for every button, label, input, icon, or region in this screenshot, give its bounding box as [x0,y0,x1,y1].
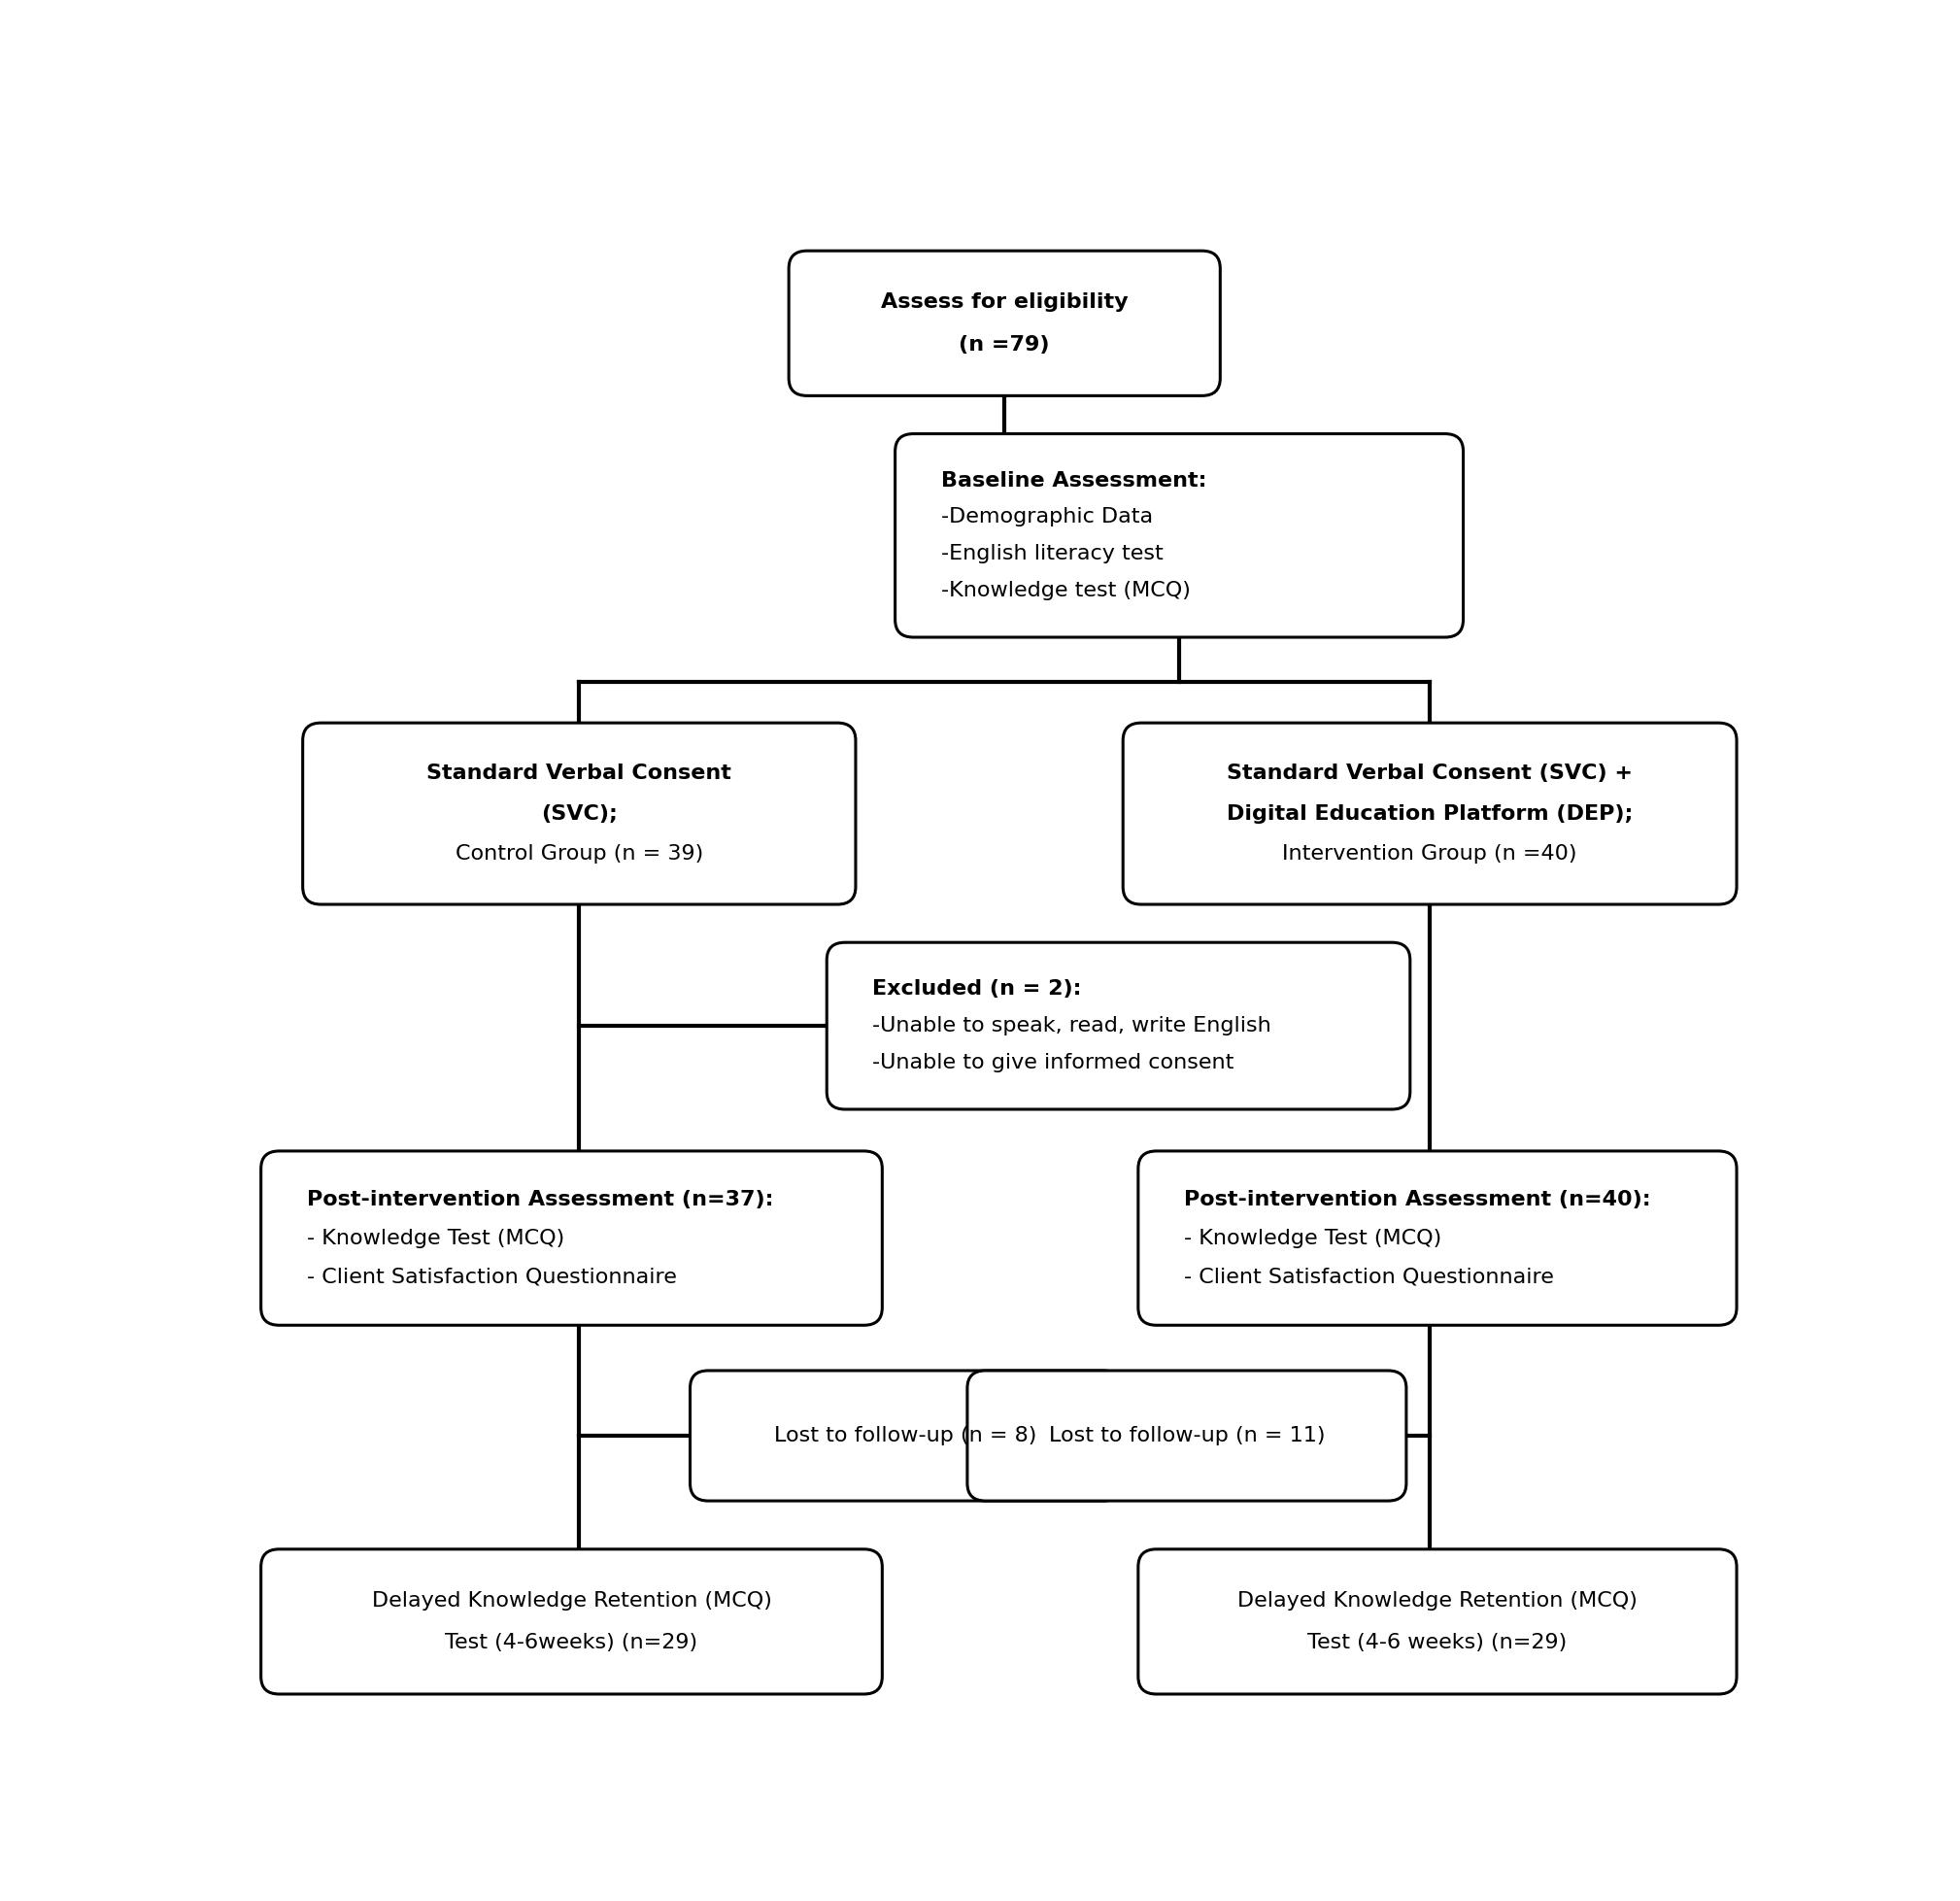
Text: - Knowledge Test (MCQ): - Knowledge Test (MCQ) [1184,1228,1441,1247]
Text: Lost to follow-up (n = 8): Lost to follow-up (n = 8) [774,1426,1037,1445]
FancyBboxPatch shape [827,943,1409,1110]
FancyBboxPatch shape [1139,1549,1737,1694]
Text: -Knowledge test (MCQ): -Knowledge test (MCQ) [941,580,1190,601]
FancyBboxPatch shape [896,433,1464,637]
Text: (n =79): (n =79) [958,335,1051,354]
Text: - Client Satisfaction Questionnaire: - Client Satisfaction Questionnaire [306,1268,676,1287]
Text: Post-intervention Assessment (n=37):: Post-intervention Assessment (n=37): [306,1190,772,1209]
FancyBboxPatch shape [690,1371,1121,1502]
Text: -Demographic Data: -Demographic Data [941,508,1152,527]
Text: Excluded (n = 2):: Excluded (n = 2): [872,979,1082,1000]
Text: Standard Verbal Consent (SVC) +: Standard Verbal Consent (SVC) + [1227,764,1633,783]
Text: Control Group (n = 39): Control Group (n = 39) [455,844,704,863]
Text: Lost to follow-up (n = 11): Lost to follow-up (n = 11) [1049,1426,1325,1445]
FancyBboxPatch shape [788,251,1221,395]
FancyBboxPatch shape [302,722,857,905]
FancyBboxPatch shape [1139,1150,1737,1325]
FancyBboxPatch shape [261,1549,882,1694]
Text: Intervention Group (n =40): Intervention Group (n =40) [1282,844,1578,863]
Text: Post-intervention Assessment (n=40):: Post-intervention Assessment (n=40): [1184,1190,1650,1209]
Text: - Knowledge Test (MCQ): - Knowledge Test (MCQ) [306,1228,564,1247]
Text: Baseline Assessment:: Baseline Assessment: [941,471,1205,490]
Text: (SVC);: (SVC); [541,804,617,823]
Text: Test (4-6weeks) (n=29): Test (4-6weeks) (n=29) [445,1633,698,1652]
Text: -Unable to speak, read, write English: -Unable to speak, read, write English [872,1017,1272,1036]
Text: Assess for eligibility: Assess for eligibility [880,293,1129,312]
Text: - Client Satisfaction Questionnaire: - Client Satisfaction Questionnaire [1184,1268,1554,1287]
Text: Delayed Knowledge Retention (MCQ): Delayed Knowledge Retention (MCQ) [1237,1591,1637,1610]
FancyBboxPatch shape [261,1150,882,1325]
Text: Delayed Knowledge Retention (MCQ): Delayed Knowledge Retention (MCQ) [372,1591,772,1610]
Text: Standard Verbal Consent: Standard Verbal Consent [427,764,731,783]
FancyBboxPatch shape [1123,722,1737,905]
Text: Digital Education Platform (DEP);: Digital Education Platform (DEP); [1227,804,1633,823]
Text: -Unable to give informed consent: -Unable to give informed consent [872,1053,1235,1072]
Text: -English literacy test: -English literacy test [941,544,1162,563]
Text: Test (4-6 weeks) (n=29): Test (4-6 weeks) (n=29) [1307,1633,1568,1652]
FancyBboxPatch shape [968,1371,1405,1502]
